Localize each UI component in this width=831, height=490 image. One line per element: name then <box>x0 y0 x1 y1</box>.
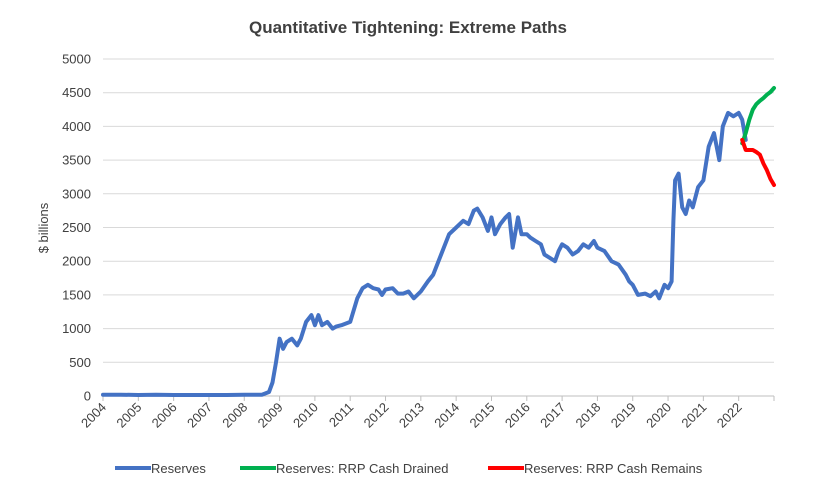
y-tick-2000: 2000 <box>62 254 91 269</box>
x-tick-labels: 2004 2005 2006 2007 2008 2009 2010 2011 2012 2013… <box>78 400 745 431</box>
x-tick-2016: 2016 <box>502 400 533 431</box>
y-tick-0: 0 <box>84 389 91 404</box>
x-tick-2015: 2015 <box>467 400 498 431</box>
y-tick-3500: 3500 <box>62 153 91 168</box>
chart-title: Quantitative Tightening: Extreme Paths <box>249 18 567 37</box>
x-tick-2021: 2021 <box>678 400 709 431</box>
x-tick-2010: 2010 <box>290 400 321 431</box>
legend-label-3: Reserves: RRP Cash Remains <box>524 461 703 476</box>
x-tick-2007: 2007 <box>184 400 215 431</box>
legend-label-1: Reserves <box>151 461 206 476</box>
x-tick-2005: 2005 <box>113 400 144 431</box>
y-tick-500: 500 <box>69 355 91 370</box>
legend-label-2: Reserves: RRP Cash Drained <box>276 461 448 476</box>
y-tick-4000: 4000 <box>62 119 91 134</box>
x-tick-2011: 2011 <box>326 400 356 430</box>
y-tick-4500: 4500 <box>62 85 91 100</box>
series-line-1 <box>101 110 748 397</box>
legend: Reserves Reserves: RRP Cash Drained Reserv… <box>115 461 703 476</box>
y-axis-label: $ billions <box>36 202 51 253</box>
series-lines <box>101 86 776 397</box>
y-tick-labels: 0 500 1000 1500 2000 2500 3000 3500 4000 4500 5000 <box>62 52 91 404</box>
series-line-2 <box>740 86 776 146</box>
x-tick-2017: 2017 <box>537 400 568 431</box>
y-tick-2500: 2500 <box>62 220 91 235</box>
x-tick-2014: 2014 <box>431 400 462 431</box>
x-tick-2018: 2018 <box>572 400 603 431</box>
series-line-3 <box>740 137 776 187</box>
y-tick-1000: 1000 <box>62 321 91 336</box>
y-tick-3000: 3000 <box>62 186 91 201</box>
x-tick-2009: 2009 <box>255 400 286 431</box>
x-tick-2004: 2004 <box>78 400 109 431</box>
x-tick-2006: 2006 <box>149 400 180 431</box>
x-tick-2013: 2013 <box>396 400 427 431</box>
x-tick-2022: 2022 <box>714 400 745 431</box>
x-tick-2019: 2019 <box>608 400 639 431</box>
y-tick-1500: 1500 <box>62 287 91 302</box>
y-tick-5000: 5000 <box>62 52 91 67</box>
x-tick-2020: 2020 <box>643 400 674 431</box>
x-tick-2008: 2008 <box>219 400 250 431</box>
x-tick-2012: 2012 <box>361 400 392 431</box>
